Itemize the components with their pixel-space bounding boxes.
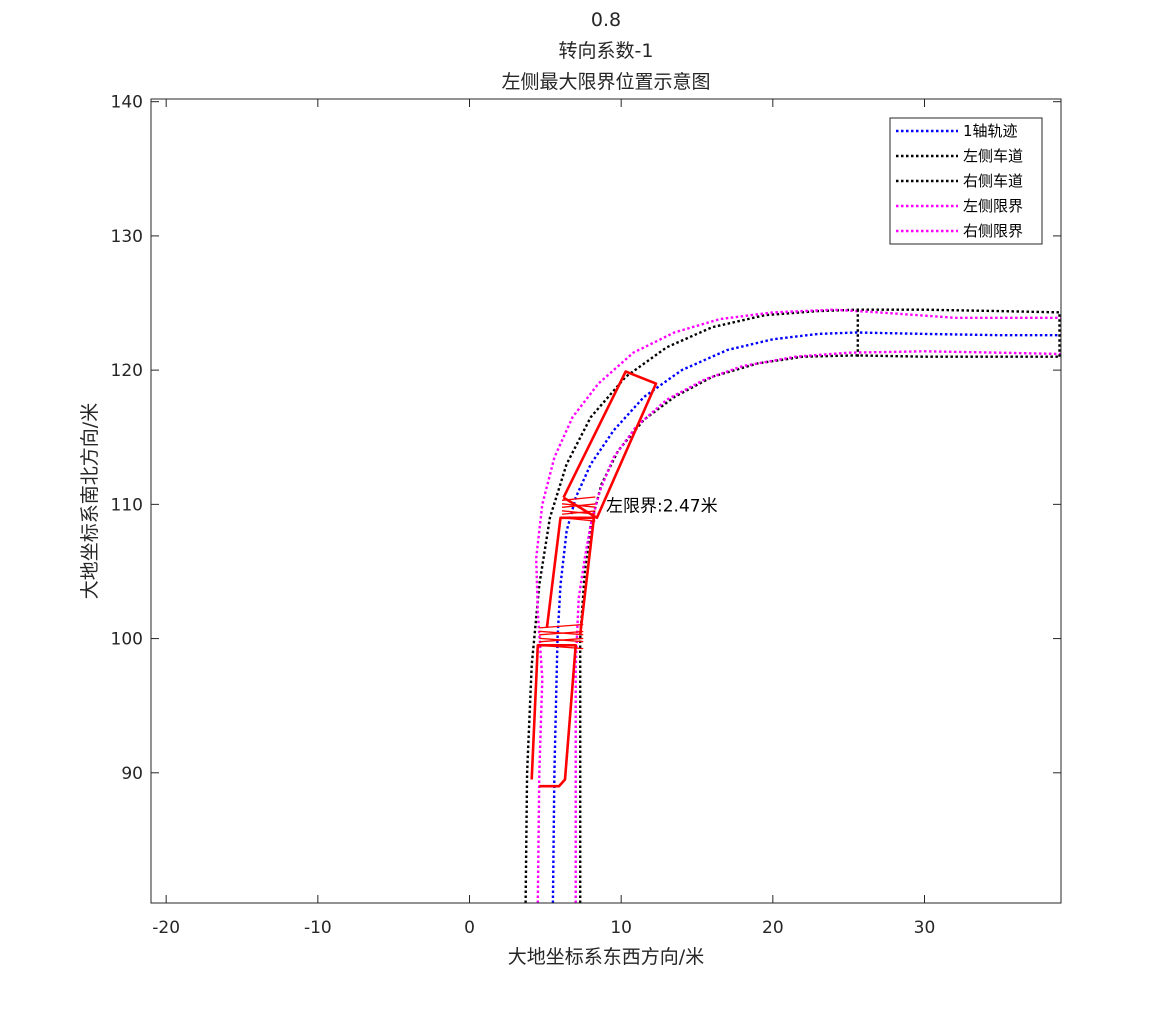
legend-entry-1: 左侧车道 xyxy=(963,147,1023,165)
tick-labels: -20 -10 0 10 20 30 90 100 110 120 130 140 xyxy=(111,93,936,938)
joint-hatch-0-0 xyxy=(539,644,584,650)
joint-hatch-0-4 xyxy=(539,630,584,636)
vehicle-segment-2 xyxy=(562,370,658,520)
y-tick-label: 120 xyxy=(111,361,143,381)
joint-hatch-0-2 xyxy=(539,637,584,643)
axes xyxy=(150,98,1062,904)
legend-entry-4: 右侧限界 xyxy=(963,222,1023,240)
x-tick-label: 10 xyxy=(610,918,632,938)
title-line-3: 左侧最大限界位置示意图 xyxy=(501,71,710,93)
joint-hatch-1-4 xyxy=(561,503,596,508)
axes-box xyxy=(150,98,1062,904)
legend-box xyxy=(889,117,1043,245)
series-line-0 xyxy=(551,331,1061,903)
series-line-4 xyxy=(574,350,1061,903)
y-tick-label: 130 xyxy=(111,227,143,247)
y-axis-label: 大地坐标系南北方向/米 xyxy=(79,403,101,599)
joint-hatch-1-5 xyxy=(561,496,596,501)
chart-title: 0.8 转向系数-1 左侧最大限界位置示意图 xyxy=(501,9,710,93)
joint-hatch-1-0 xyxy=(561,517,596,522)
annotation-label: 左限界:2.47米 xyxy=(606,497,718,517)
y-tick-label: 100 xyxy=(111,630,143,650)
y-tick-label: 110 xyxy=(111,495,143,515)
joint-hatch-1-2 xyxy=(561,510,596,515)
y-tick-label: 90 xyxy=(121,764,143,784)
joint-hatch-0-5 xyxy=(539,623,584,629)
legend-entry-0: 1轴轨迹 xyxy=(963,122,1018,140)
legend-entry-2: 右侧车道 xyxy=(963,172,1023,190)
title-line-2: 转向系数-1 xyxy=(559,40,654,62)
legend-entry-3: 左侧限界 xyxy=(963,197,1023,215)
x-tick-label: 0 xyxy=(464,918,475,938)
vehicle-segment-1 xyxy=(545,516,596,635)
data-layer xyxy=(524,308,1061,903)
x-tick-label: 30 xyxy=(914,918,936,938)
x-tick-label: 20 xyxy=(762,918,784,938)
x-axis-label: 大地坐标系东西方向/米 xyxy=(508,946,704,968)
x-tick-label: -20 xyxy=(152,918,180,938)
annotation: 左限界:2.47米 xyxy=(606,497,718,517)
y-tick-label: 140 xyxy=(111,93,143,113)
x-tick-label: -10 xyxy=(304,918,332,938)
title-line-1: 0.8 xyxy=(591,9,621,31)
